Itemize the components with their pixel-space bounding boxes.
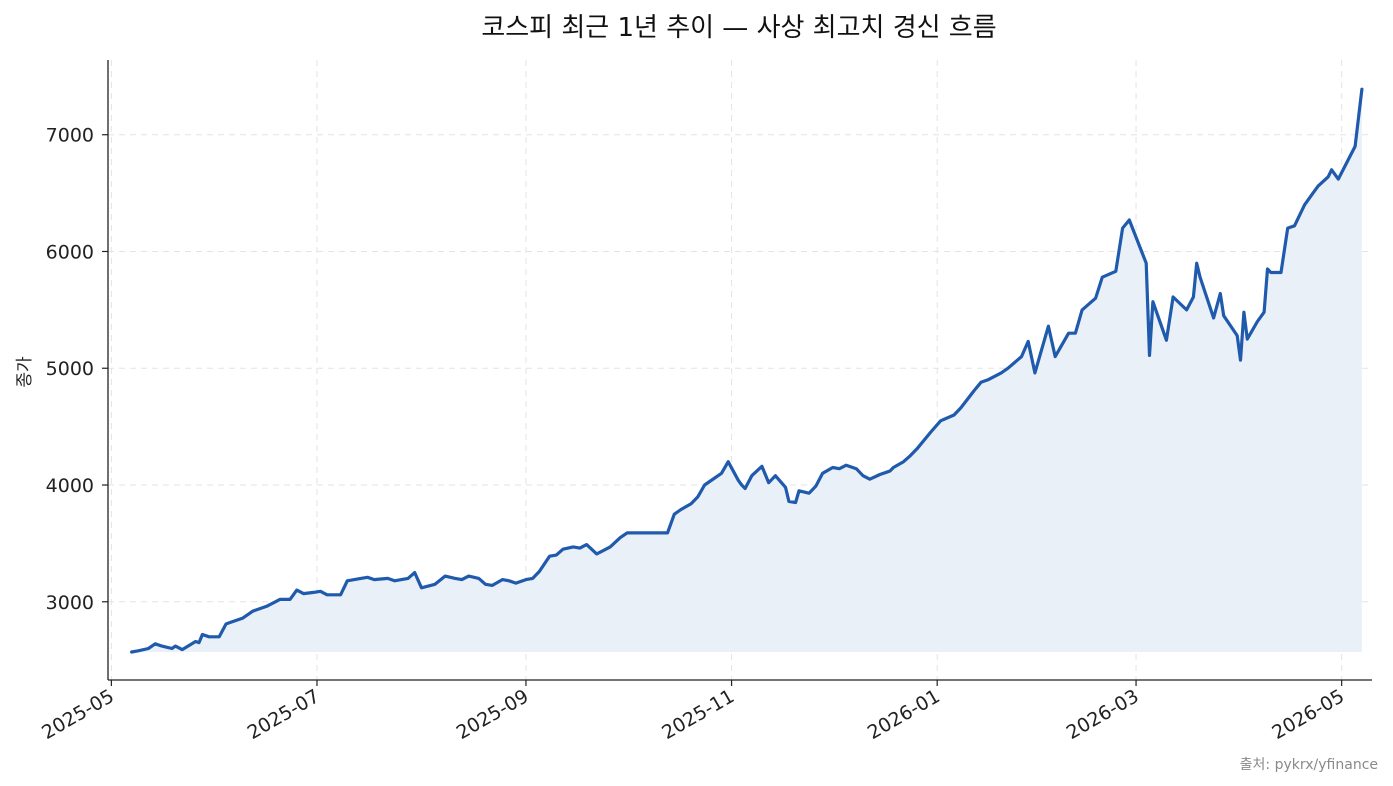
x-tick-label: 2025-09 <box>453 685 533 744</box>
y-tick-label: 5000 <box>46 358 94 380</box>
axes <box>107 60 1372 681</box>
y-tick-label: 7000 <box>46 125 94 147</box>
x-tick-label: 2025-05 <box>38 685 118 744</box>
area-fill <box>131 89 1362 652</box>
x-tick-label: 2025-11 <box>658 685 738 744</box>
x-tick-label: 2026-05 <box>1268 685 1348 744</box>
x-tick-label: 2026-01 <box>864 685 944 744</box>
chart-title: 코스피 최근 1년 추이 — 사상 최고치 경신 흐름 <box>481 13 996 43</box>
y-tick-label: 6000 <box>46 241 94 263</box>
y-axis-label: 종가 <box>15 356 35 388</box>
y-tick-label: 3000 <box>46 592 94 614</box>
source-note: 출처: pykrx/yfinance <box>1239 757 1378 773</box>
y-tick-label: 4000 <box>46 475 94 497</box>
x-ticks: 2025-05 2025-07 2025-09 2025-11 2026-01 2026-… <box>38 680 1348 744</box>
y-ticks: 3000 4000 5000 6000 7000 <box>46 125 108 614</box>
series-line <box>130 87 1364 654</box>
x-tick-label: 2025-07 <box>244 685 324 744</box>
x-tick-label: 2026-03 <box>1063 685 1143 744</box>
area-layer <box>130 87 1364 654</box>
